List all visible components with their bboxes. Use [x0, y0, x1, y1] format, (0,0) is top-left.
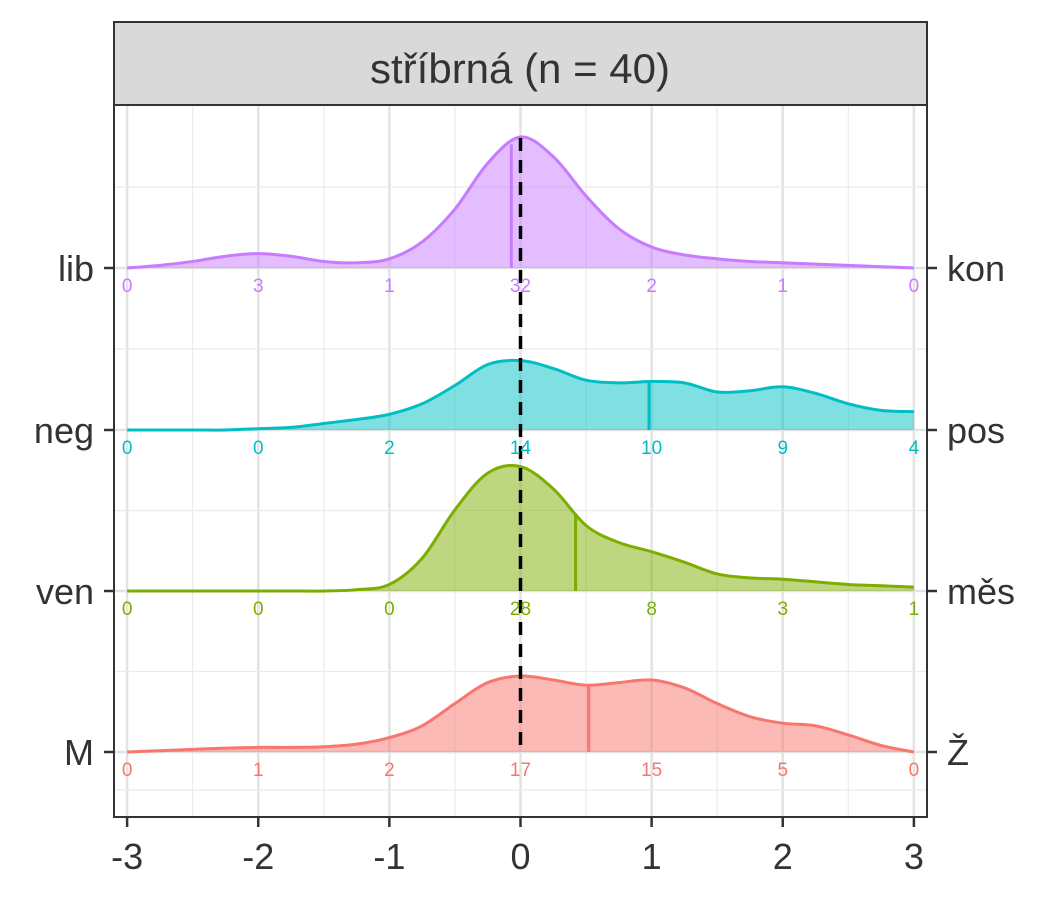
x-tick-label: -2 — [242, 836, 274, 877]
ridge-fill-neg — [127, 360, 914, 431]
x-tick-label: -3 — [111, 836, 143, 877]
ridge-fill-lib — [127, 136, 914, 268]
count-label: 2 — [384, 438, 395, 459]
count-label: 0 — [909, 276, 920, 297]
y-label-left: ven — [36, 571, 94, 612]
x-tick-label: 0 — [510, 836, 530, 877]
count-label: 28 — [510, 599, 531, 620]
count-label: 3 — [253, 276, 264, 297]
count-label: 10 — [641, 438, 662, 459]
x-tick-label: -1 — [373, 836, 405, 877]
count-label: 17 — [510, 760, 531, 781]
ridge-fill-ven — [127, 465, 914, 592]
y-label-right: kon — [947, 248, 1005, 289]
count-label: 1 — [777, 276, 788, 297]
count-label: 3 — [777, 599, 788, 620]
count-label: 5 — [777, 760, 788, 781]
count-label: 2 — [384, 760, 395, 781]
count-label: 0 — [384, 599, 395, 620]
y-axis-left: lib neg ven M — [34, 248, 114, 773]
count-label: 0 — [253, 599, 264, 620]
count-label: 2 — [646, 276, 657, 297]
count-label: 0 — [122, 760, 133, 781]
count-label: 0 — [253, 438, 264, 459]
count-label: 14 — [510, 438, 532, 459]
ridge-line-lib — [126, 135, 914, 270]
x-tick-label: 3 — [904, 836, 924, 877]
x-axis: -3 -2 -1 0 1 2 3 — [111, 817, 924, 877]
y-axis-right: kon pos měs Ž — [927, 248, 1015, 773]
y-label-left: lib — [58, 248, 94, 289]
count-label: 8 — [646, 599, 657, 620]
count-label: 15 — [641, 760, 662, 781]
y-label-right: měs — [947, 571, 1015, 612]
count-label: 0 — [122, 599, 133, 620]
y-label-left: M — [64, 732, 94, 773]
count-label: 0 — [122, 438, 133, 459]
ridge-line-ven — [127, 463, 914, 593]
count-label: 1 — [253, 760, 264, 781]
y-label-left: neg — [34, 410, 94, 451]
y-label-right: Ž — [947, 732, 969, 773]
x-tick-label: 1 — [642, 836, 662, 877]
x-tick-label: 2 — [773, 836, 793, 877]
count-label: 32 — [510, 276, 531, 297]
count-label: 0 — [909, 760, 920, 781]
count-label: 9 — [777, 438, 788, 459]
y-label-right: pos — [947, 410, 1005, 451]
count-label: 1 — [909, 599, 920, 620]
count-label: 1 — [384, 276, 395, 297]
count-labels: 0 3 1 32 2 1 00 0 2 14 10 9 40 0 0 28 8 3 10 1 2 17 15 5 0 — [122, 276, 920, 781]
facet-strip — [113, 21, 928, 106]
count-label: 0 — [122, 276, 133, 297]
count-label: 4 — [909, 438, 920, 459]
facet-title: stříbrná (n = 40) — [370, 45, 670, 92]
